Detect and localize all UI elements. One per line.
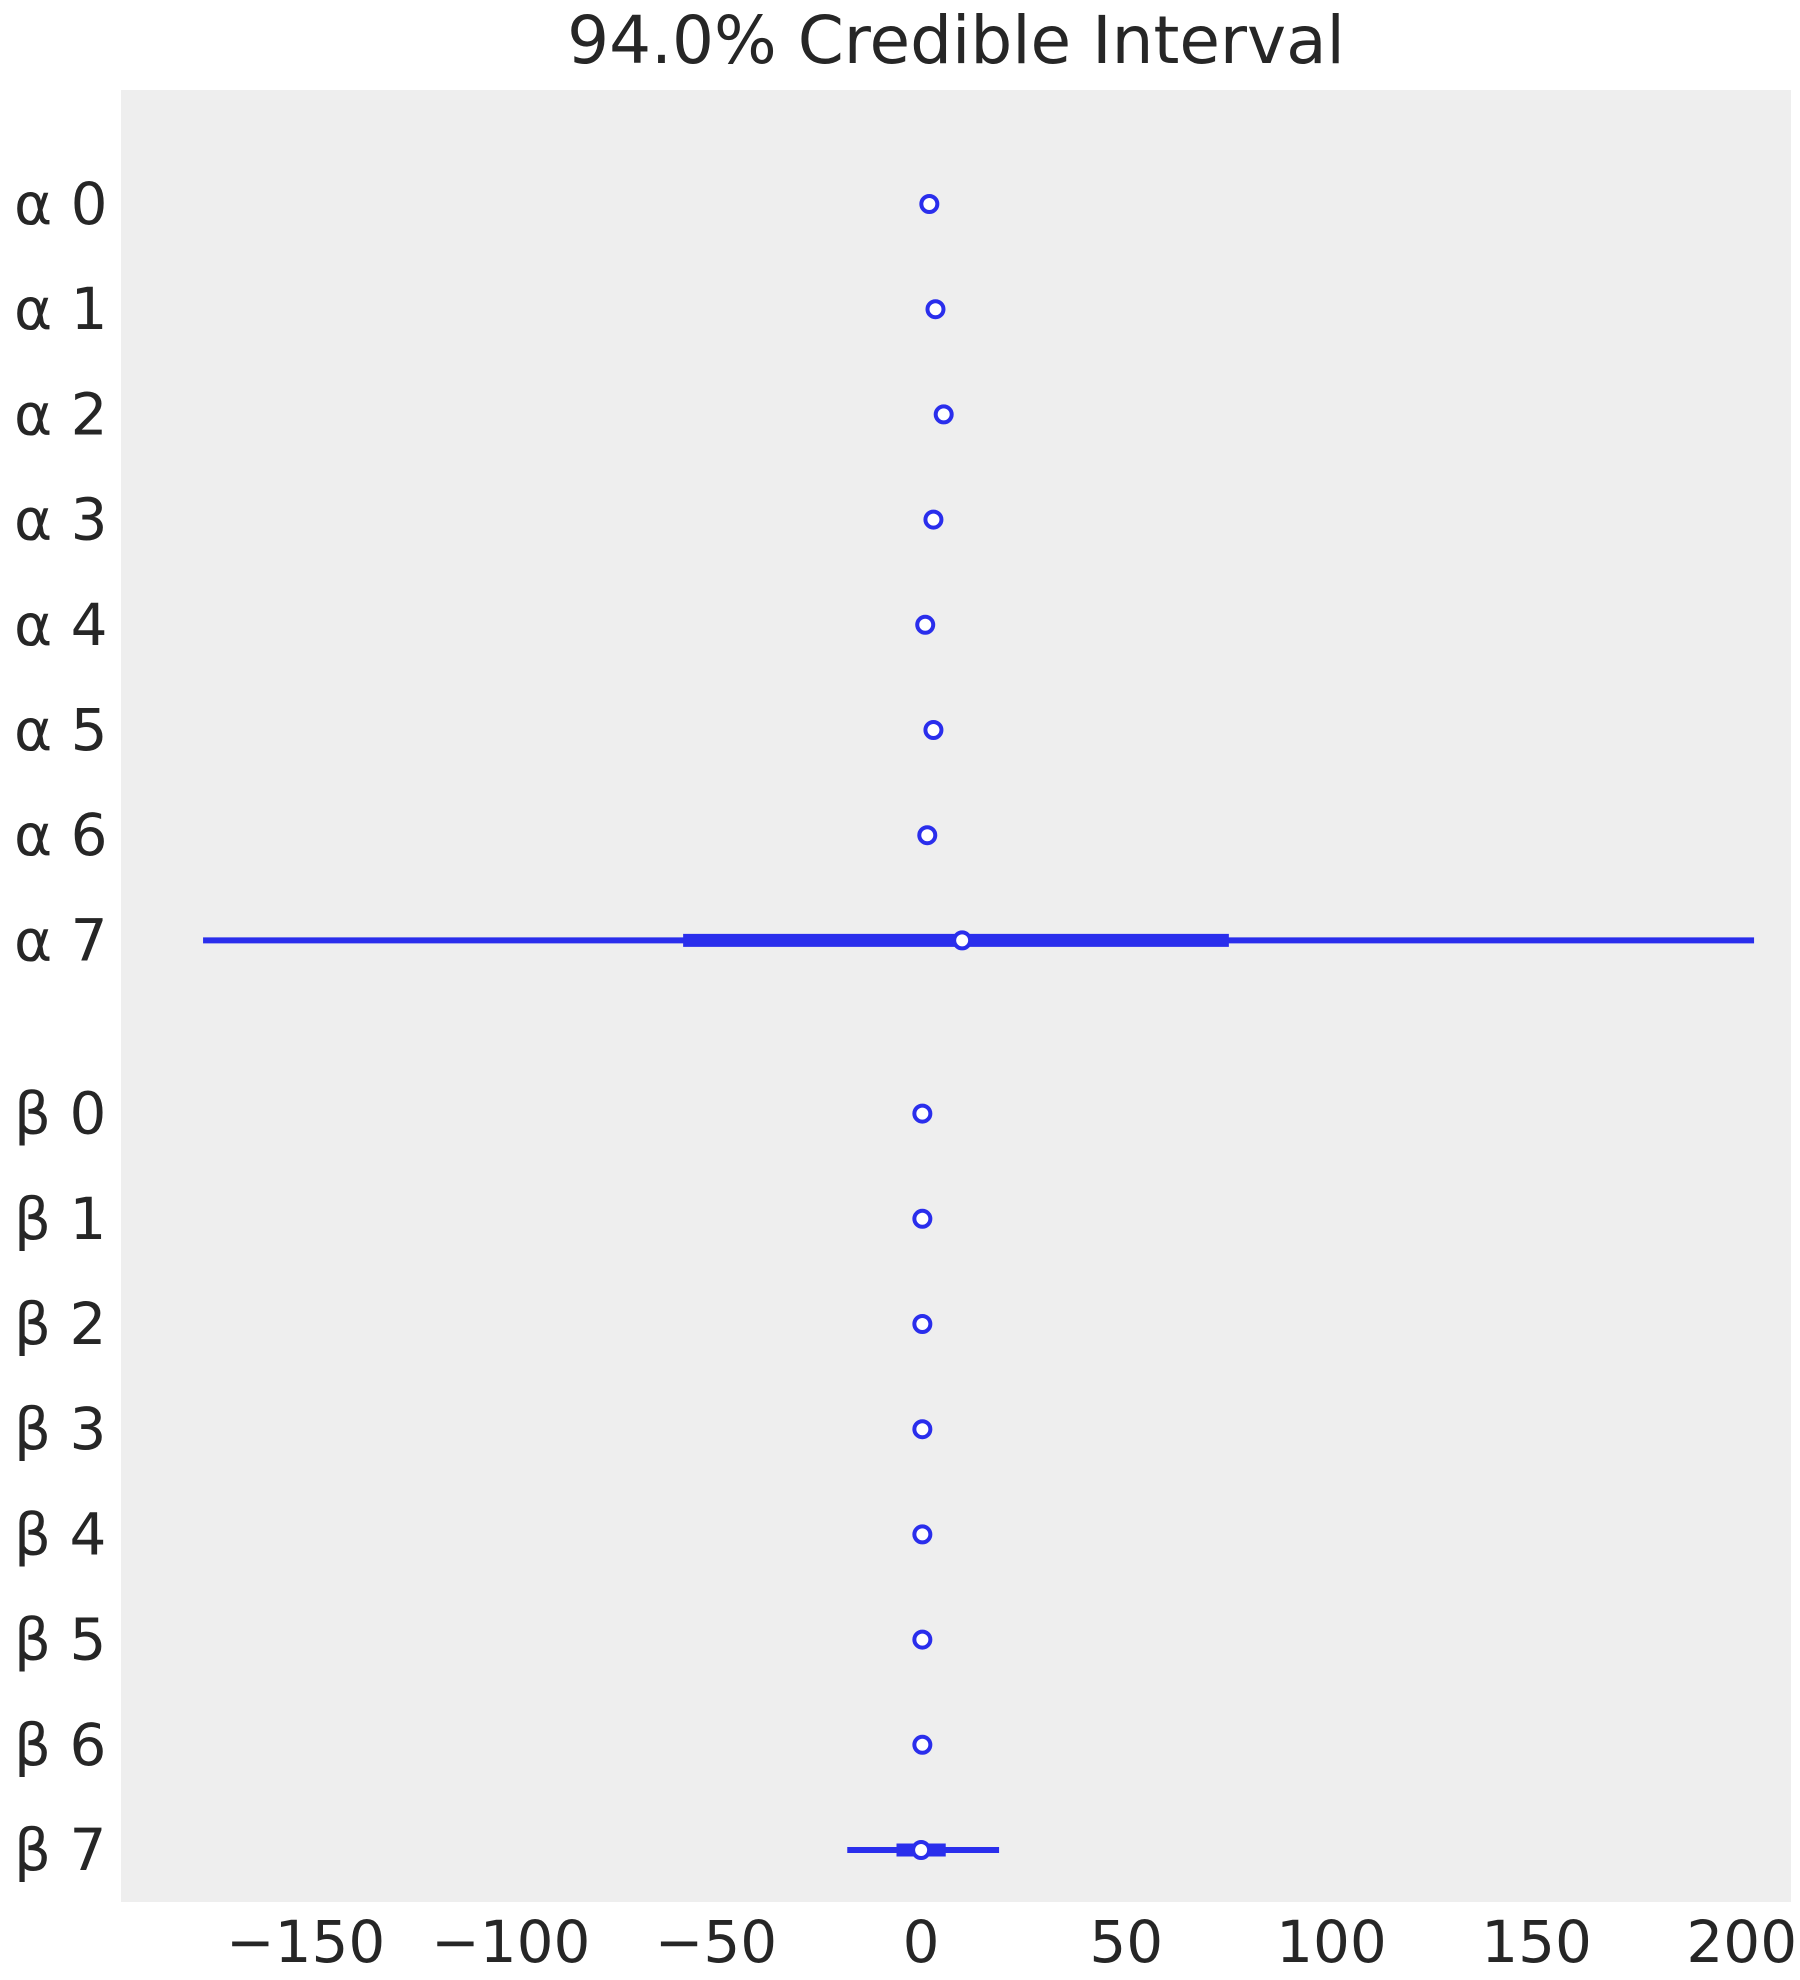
median-point [923, 720, 944, 740]
row-label: β 4 [14, 1500, 106, 1568]
row-label: β 2 [14, 1290, 106, 1358]
median-point [952, 930, 973, 951]
row-label: β 1 [14, 1185, 106, 1253]
row-label: β 0 [14, 1080, 106, 1148]
chart-marks [203, 194, 1755, 1860]
row-label: α 0 [14, 170, 108, 238]
x-tick-label: 50 [1089, 1908, 1163, 1976]
row-label: α 7 [14, 906, 108, 974]
x-tick-label: −150 [226, 1908, 385, 1976]
median-point [915, 614, 936, 635]
x-tick-label: 150 [1481, 1908, 1592, 1976]
median-point [912, 1734, 933, 1755]
row-label: β 6 [14, 1711, 106, 1779]
row-label: β 5 [14, 1606, 106, 1674]
y-axis-labels: α 0 α 1 α 2 α 3 α 4 α 5 α 6 α 7 β 0 β 1 β 2 β 3 β 4 β… [14, 170, 108, 1884]
row-label: α 5 [14, 696, 108, 764]
x-axis-tick-labels: −150 −100 −50 0 50 100 150 200 [226, 1908, 1797, 1976]
median-point [912, 1524, 933, 1545]
median-point [912, 1419, 933, 1440]
row-label: α 4 [14, 591, 108, 659]
row-label: α 6 [14, 801, 108, 869]
median-point [912, 1208, 933, 1229]
row-label: β 3 [14, 1395, 106, 1463]
x-tick-label: −100 [431, 1908, 590, 1976]
median-point [933, 404, 954, 425]
median-point [912, 1103, 933, 1124]
median-point [919, 194, 940, 214]
row-label: α 3 [14, 486, 108, 554]
x-tick-label: 0 [903, 1908, 940, 1976]
median-point [911, 1840, 932, 1860]
median-point [912, 1314, 933, 1334]
chart-title: 94.0% Credible Interval [567, 2, 1345, 79]
x-tick-label: 100 [1276, 1908, 1387, 1976]
median-point [917, 825, 938, 846]
median-point [923, 509, 944, 530]
row-label: α 2 [14, 380, 108, 448]
row-label: α 1 [14, 275, 108, 343]
x-tick-label: −50 [655, 1908, 777, 1976]
x-tick-label: 200 [1686, 1908, 1797, 1976]
row-label: β 7 [14, 1816, 106, 1884]
median-point [912, 1629, 933, 1650]
median-point [925, 299, 946, 320]
plot-area [121, 90, 1791, 1902]
